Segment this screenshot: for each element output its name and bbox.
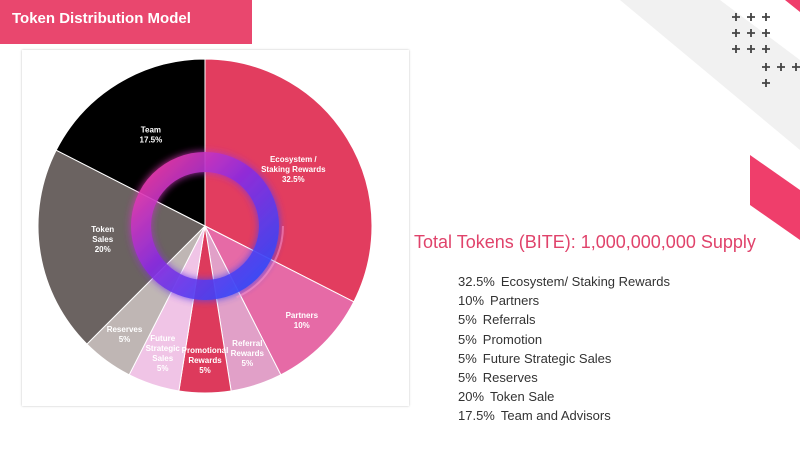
list-item: 32.5% Ecosystem/ Staking Rewards <box>458 274 670 289</box>
plus-decoration <box>747 13 755 21</box>
list-item: 17.5% Team and Advisors <box>458 408 611 424</box>
slice-label: Team 17.5% <box>140 126 163 145</box>
chart-frame: Ecosystem / Staking Rewards 32.5% Partners 1… <box>22 50 409 406</box>
pie-slice <box>203 224 355 376</box>
plus-decoration <box>762 13 770 21</box>
plus-decoration <box>762 63 770 71</box>
list-item: 10% Partners <box>458 293 540 309</box>
plus-decoration <box>762 45 770 53</box>
page-title: Token Distribution Model <box>12 10 191 27</box>
ring-logo <box>126 147 284 305</box>
pie-chart: Ecosystem / Staking Rewards 32.5% Partners 1… <box>37 58 373 394</box>
list-item: 5% Promotion <box>458 331 543 347</box>
total-supply-title: Total Tokens (BITE): 1,000,000,000 Suppl… <box>414 232 756 252</box>
plus-decoration <box>732 29 740 37</box>
slice-label: Future Strategic Sales 5% <box>146 334 181 373</box>
list-item: 5% Referrals <box>458 312 536 328</box>
list-item: 20% Token Sale <box>458 389 555 405</box>
plus-decoration <box>747 29 755 37</box>
plus-decoration <box>762 29 770 37</box>
plus-decoration <box>732 13 740 21</box>
header-bar: Token Distribution Model <box>0 0 252 44</box>
slice-label: Promotional Rewards 5% <box>182 346 229 375</box>
pie-slice <box>204 58 373 303</box>
slice-label: Referral Rewards 5% <box>231 339 265 368</box>
slice-label: Ecosystem / Staking Rewards 32.5% <box>261 155 326 184</box>
decorative-corner <box>620 0 800 240</box>
plus-decoration <box>777 63 785 71</box>
list-item: 5% Future Strategic Sales <box>458 350 612 366</box>
slice-label: Token Sales 20% <box>91 225 114 254</box>
plus-decoration <box>792 63 800 71</box>
slice-label: Partners 10% <box>286 311 319 330</box>
list-item: 5% Reserves <box>458 369 538 385</box>
plus-decoration <box>762 79 770 87</box>
plus-decoration <box>747 45 755 53</box>
distribution-list: 32.5% Ecosystem/ Staking Rewards 10% Partn… <box>458 272 670 426</box>
plus-decoration <box>732 45 740 53</box>
pie-slice <box>37 149 206 345</box>
slice-label: Reserves 5% <box>107 325 143 344</box>
